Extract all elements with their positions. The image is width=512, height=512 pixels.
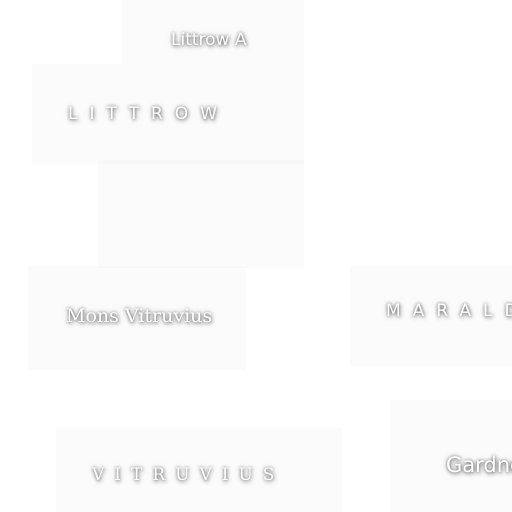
feature-label-littrow-a[interactable]: Littrow A [171, 30, 247, 50]
map-tile [98, 160, 304, 268]
feature-label-littrow[interactable]: LITTROW [68, 104, 229, 124]
map-tile [350, 266, 512, 366]
map-tile [122, 0, 304, 64]
feature-label-mons-vitruvius[interactable]: Mons Vitruvius [66, 305, 213, 327]
feature-label-marald[interactable]: MARALD [386, 301, 512, 321]
map-tile [390, 400, 512, 512]
map-tile [28, 266, 246, 370]
feature-label-vitruvius[interactable]: VITRUVIUS [92, 465, 285, 485]
feature-label-gardner[interactable]: Gardner [446, 453, 512, 477]
map-tile [32, 64, 304, 164]
map-tile [56, 428, 342, 512]
